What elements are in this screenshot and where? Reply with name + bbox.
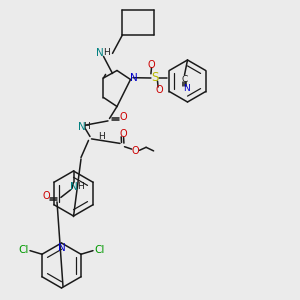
Text: N: N xyxy=(78,122,86,132)
Text: Cl: Cl xyxy=(95,245,105,255)
Text: N: N xyxy=(96,47,104,58)
Text: O: O xyxy=(155,85,163,95)
Text: O: O xyxy=(148,60,155,70)
Text: O: O xyxy=(132,146,140,156)
Text: S: S xyxy=(151,71,158,84)
Text: C: C xyxy=(182,75,188,84)
Text: H: H xyxy=(103,48,110,57)
Text: N: N xyxy=(184,84,190,93)
Text: O: O xyxy=(119,129,127,140)
Text: N: N xyxy=(70,182,77,192)
Text: H: H xyxy=(77,182,83,191)
Text: H: H xyxy=(84,122,90,131)
Text: O: O xyxy=(43,191,50,201)
Text: Cl: Cl xyxy=(18,245,28,255)
Text: H: H xyxy=(98,132,105,141)
Text: N: N xyxy=(130,73,138,83)
Text: O: O xyxy=(119,112,127,122)
Text: N: N xyxy=(58,243,66,254)
